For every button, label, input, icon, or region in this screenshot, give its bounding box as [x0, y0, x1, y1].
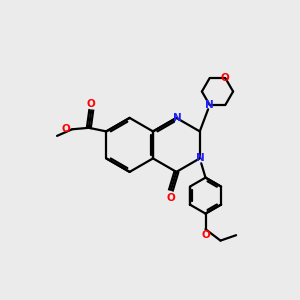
- Text: O: O: [62, 124, 70, 134]
- Text: O: O: [201, 230, 210, 240]
- Text: O: O: [167, 193, 176, 203]
- Text: O: O: [87, 99, 96, 109]
- Text: N: N: [172, 113, 182, 123]
- Text: N: N: [205, 100, 214, 110]
- Text: N: N: [196, 153, 205, 164]
- Text: O: O: [221, 73, 230, 83]
